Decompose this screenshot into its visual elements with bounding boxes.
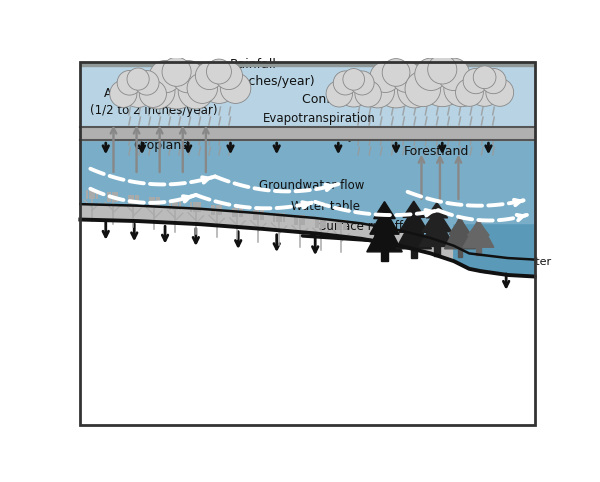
Polygon shape (454, 225, 535, 277)
Circle shape (333, 71, 358, 95)
Polygon shape (382, 247, 388, 261)
Text: Rainfall
(44-60 inches/year): Rainfall (44-60 inches/year) (192, 58, 315, 88)
Polygon shape (449, 218, 471, 234)
Polygon shape (463, 219, 494, 247)
Circle shape (117, 70, 142, 95)
Polygon shape (370, 209, 399, 234)
Circle shape (139, 80, 166, 107)
Circle shape (121, 73, 155, 107)
Circle shape (355, 80, 382, 107)
Circle shape (463, 68, 488, 94)
Polygon shape (434, 242, 440, 256)
Text: Confining layer (aquitard): Confining layer (aquitard) (231, 128, 384, 141)
Circle shape (437, 58, 470, 91)
Polygon shape (458, 247, 462, 256)
Text: Confined aquifer: Confined aquifer (302, 93, 406, 106)
Polygon shape (422, 209, 451, 232)
Polygon shape (396, 216, 431, 249)
Circle shape (196, 62, 223, 90)
Circle shape (419, 61, 465, 107)
Circle shape (444, 71, 479, 107)
Polygon shape (467, 221, 489, 236)
Circle shape (467, 71, 502, 107)
Circle shape (455, 79, 484, 107)
Circle shape (405, 71, 440, 107)
Circle shape (428, 55, 457, 84)
Circle shape (486, 79, 514, 107)
Text: Water table: Water table (290, 200, 359, 213)
Polygon shape (374, 201, 395, 219)
Circle shape (391, 62, 422, 93)
Circle shape (200, 65, 238, 104)
Circle shape (361, 74, 395, 108)
Circle shape (178, 73, 214, 109)
Circle shape (398, 74, 431, 108)
Polygon shape (476, 246, 481, 255)
Polygon shape (426, 203, 448, 218)
Circle shape (415, 58, 447, 91)
Text: Cropland: Cropland (133, 139, 190, 152)
Circle shape (382, 59, 410, 86)
Polygon shape (445, 216, 475, 249)
Text: Forestland: Forestland (404, 145, 470, 158)
Circle shape (162, 57, 191, 86)
Polygon shape (410, 244, 417, 258)
Text: Surface runoff: Surface runoff (319, 220, 403, 233)
Circle shape (154, 64, 199, 109)
Circle shape (127, 68, 149, 90)
Polygon shape (80, 167, 535, 277)
Polygon shape (80, 127, 535, 140)
Circle shape (481, 68, 506, 94)
Circle shape (370, 62, 401, 93)
Circle shape (350, 71, 374, 95)
Circle shape (343, 68, 365, 90)
Text: Groundwater flow: Groundwater flow (259, 179, 364, 192)
Polygon shape (399, 208, 428, 232)
Circle shape (374, 65, 418, 108)
Circle shape (134, 70, 159, 95)
Polygon shape (403, 201, 425, 217)
Circle shape (110, 80, 137, 107)
Circle shape (220, 73, 251, 104)
Polygon shape (80, 140, 535, 261)
Text: Aquifer recharge
(1/2 to 2 inches/year): Aquifer recharge (1/2 to 2 inches/year) (90, 87, 217, 117)
Circle shape (215, 62, 242, 90)
Polygon shape (367, 218, 402, 252)
Circle shape (172, 60, 204, 93)
Circle shape (473, 66, 496, 89)
Circle shape (149, 60, 181, 93)
Circle shape (326, 80, 352, 107)
Circle shape (337, 73, 371, 107)
Text: Evapotranspiration
(32-40 inches/year): Evapotranspiration (32-40 inches/year) (263, 112, 379, 142)
Circle shape (206, 59, 232, 84)
Polygon shape (80, 66, 535, 127)
Polygon shape (80, 62, 535, 66)
Circle shape (187, 73, 218, 104)
Text: Surface water: Surface water (473, 257, 551, 268)
Circle shape (139, 73, 175, 109)
Polygon shape (419, 216, 455, 246)
